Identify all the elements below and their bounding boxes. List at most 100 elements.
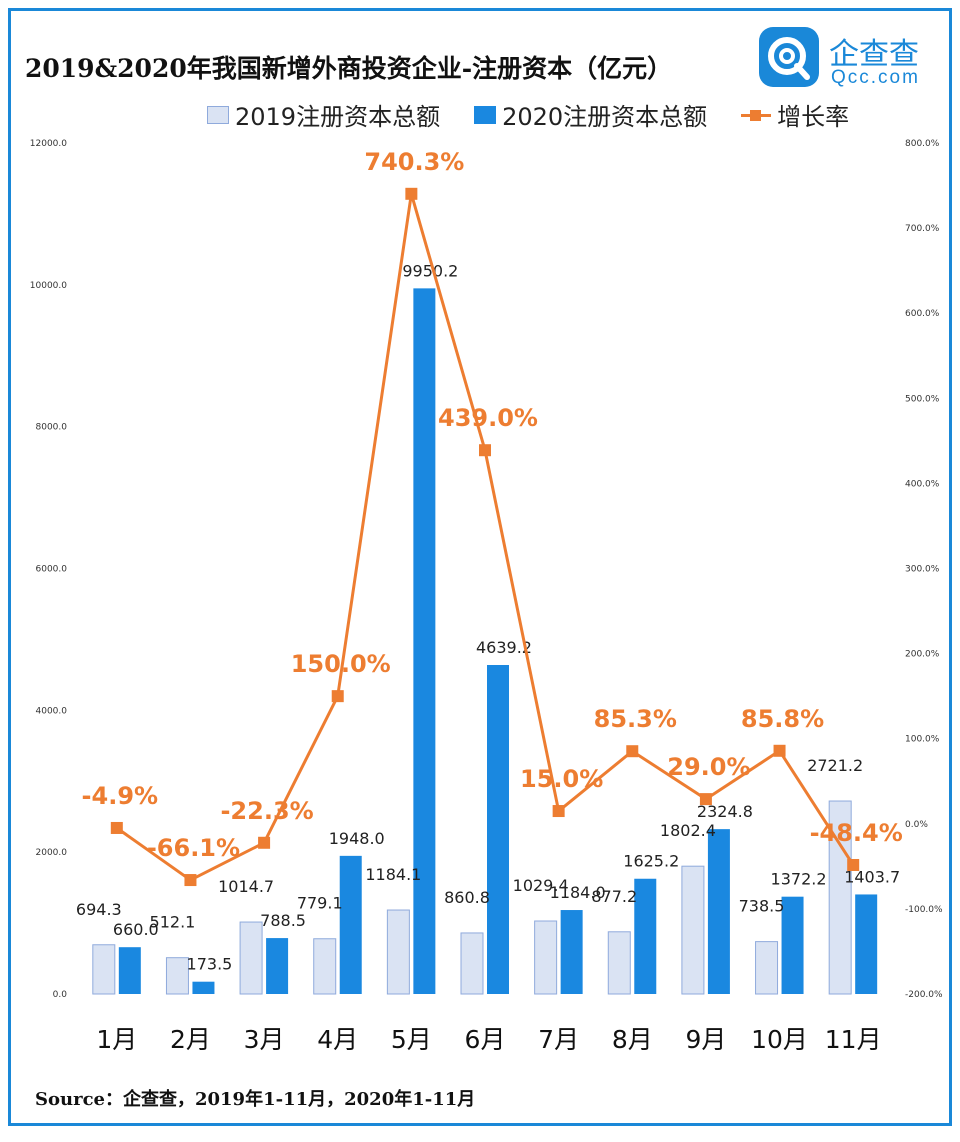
y-right-tick-label: 0.0% — [905, 820, 928, 830]
data-label-2020: 1184.0 — [550, 883, 606, 902]
qcc-logo-icon — [759, 27, 819, 87]
legend-label-growth: 增长率 — [777, 103, 850, 131]
x-tick-label: 6月 — [465, 1025, 506, 1054]
data-label-2019: 779.1 — [297, 894, 343, 913]
data-label-2020: 1948.0 — [329, 829, 385, 848]
x-tick-label: 5月 — [391, 1025, 432, 1054]
data-label-2020: 788.5 — [260, 911, 306, 930]
bar-2019 — [828, 800, 852, 995]
growth-marker — [184, 874, 197, 887]
bar-2020 — [855, 894, 878, 994]
data-label-2019: 1802.4 — [660, 821, 716, 840]
y-right-tick-label: 500.0% — [905, 394, 940, 404]
data-label-2019: 2721.2 — [807, 756, 863, 775]
data-label-2020: 2324.8 — [697, 802, 753, 821]
growth-label: 740.3% — [364, 148, 464, 176]
growth-marker — [331, 690, 344, 703]
y-left-tick-label: 12000.0 — [30, 139, 67, 149]
data-label-2019: 860.8 — [444, 888, 490, 907]
legend-label-2020: 2020注册资本总额 — [502, 103, 708, 131]
growth-label: -22.3% — [220, 797, 313, 825]
data-label-2019: 1029.4 — [513, 876, 569, 895]
chart-legend: 2019注册资本总额 2020注册资本总额 增长率 — [207, 97, 883, 132]
growth-label: 15.0% — [520, 765, 603, 793]
x-tick-label: 10月 — [751, 1025, 808, 1054]
growth-label: 85.8% — [741, 705, 824, 733]
chart-title: 2019&2020年我国新增外商投资企业-注册资本（亿元） — [25, 54, 673, 83]
data-label-2020: 1372.2 — [771, 870, 827, 889]
data-label-2020: 1625.2 — [623, 852, 679, 871]
y-left-tick-label: 2000.0 — [36, 848, 68, 858]
x-tick-label: 9月 — [685, 1025, 726, 1054]
data-label-2020: 660.0 — [113, 920, 159, 939]
bar-2019 — [313, 938, 337, 995]
y-right-tick-label: 600.0% — [905, 309, 940, 319]
y-left-tick-label: 0.0 — [53, 990, 68, 1000]
logo-domain: Qcc.com — [831, 67, 920, 88]
x-tick-label: 7月 — [538, 1025, 579, 1054]
bar-2019 — [460, 932, 484, 995]
growth-marker — [110, 821, 123, 834]
legend-item-growth: 增长率 — [741, 97, 849, 132]
bar-2020 — [266, 938, 289, 994]
x-tick-label: 3月 — [244, 1025, 285, 1054]
growth-marker — [847, 858, 860, 871]
data-label-2019: 877.2 — [591, 887, 637, 906]
data-label-2020: 1403.7 — [844, 867, 900, 886]
data-label-2019: 738.5 — [739, 897, 785, 916]
bar-2020 — [560, 910, 583, 994]
growth-label: 85.3% — [594, 705, 677, 733]
y-left-tick-label: 4000.0 — [36, 706, 68, 716]
bar-2019 — [534, 920, 558, 995]
bar-2020 — [487, 665, 509, 994]
bar-2020 — [192, 981, 215, 994]
growth-marker — [773, 744, 786, 757]
growth-marker — [699, 793, 712, 806]
y-right-tick-label: 400.0% — [905, 479, 940, 489]
chart-frame: 2019&2020年我国新增外商投资企业-注册资本（亿元） 企查查 Qcc.co… — [8, 8, 952, 1126]
bar-2020 — [781, 896, 804, 994]
growth-label: -48.4% — [810, 819, 903, 847]
legend-swatch-growth — [741, 106, 772, 124]
y-right-tick-label: 700.0% — [905, 224, 940, 234]
data-label-2019: 1014.7 — [218, 877, 274, 896]
growth-marker — [552, 805, 565, 818]
source-note: Source：企查查，2019年1-11月，2020年1-11月 — [35, 1089, 476, 1110]
bar-2020 — [634, 878, 657, 994]
legend-label-2019: 2019注册资本总额 — [235, 103, 441, 131]
brand-logo: 企查查 Qcc.com — [759, 27, 945, 93]
growth-label: 29.0% — [667, 753, 750, 781]
x-tick-label: 4月 — [317, 1025, 358, 1054]
bar-2020 — [339, 855, 362, 994]
bar-2019 — [755, 941, 779, 995]
bar-2020 — [707, 829, 730, 994]
growth-label: -66.1% — [147, 834, 240, 862]
y-right-tick-label: 800.0% — [905, 139, 940, 149]
data-label-2020: 9950.2 — [402, 261, 458, 280]
data-label-2019: 512.1 — [150, 913, 196, 932]
data-label-2020: 173.5 — [187, 955, 233, 974]
y-left-tick-label: 6000.0 — [36, 565, 68, 575]
y-right-tick-label: 300.0% — [905, 565, 940, 575]
x-tick-label: 2月 — [170, 1025, 211, 1054]
growth-marker — [405, 187, 418, 200]
x-tick-label: 11月 — [825, 1025, 882, 1054]
data-label-2019: 1184.1 — [365, 865, 421, 884]
bar-2019 — [386, 909, 410, 995]
y-left-tick-label: 8000.0 — [36, 423, 68, 433]
growth-marker — [626, 745, 639, 758]
x-tick-label: 1月 — [96, 1025, 137, 1054]
growth-label: 150.0% — [291, 650, 391, 678]
growth-label: 439.0% — [438, 404, 538, 432]
y-right-tick-label: 200.0% — [905, 650, 940, 660]
bar-2019 — [681, 865, 705, 995]
growth-label: -4.9% — [82, 782, 159, 810]
bar-2019 — [607, 931, 631, 995]
legend-item-2019: 2019注册资本总额 — [207, 97, 440, 132]
bar-2019 — [239, 921, 263, 995]
data-label-2020: 4639.2 — [476, 638, 532, 657]
x-tick-label: 8月 — [612, 1025, 653, 1054]
y-right-tick-label: 100.0% — [905, 735, 940, 745]
logo-name: 企查查 — [829, 37, 919, 72]
growth-marker — [479, 444, 491, 457]
